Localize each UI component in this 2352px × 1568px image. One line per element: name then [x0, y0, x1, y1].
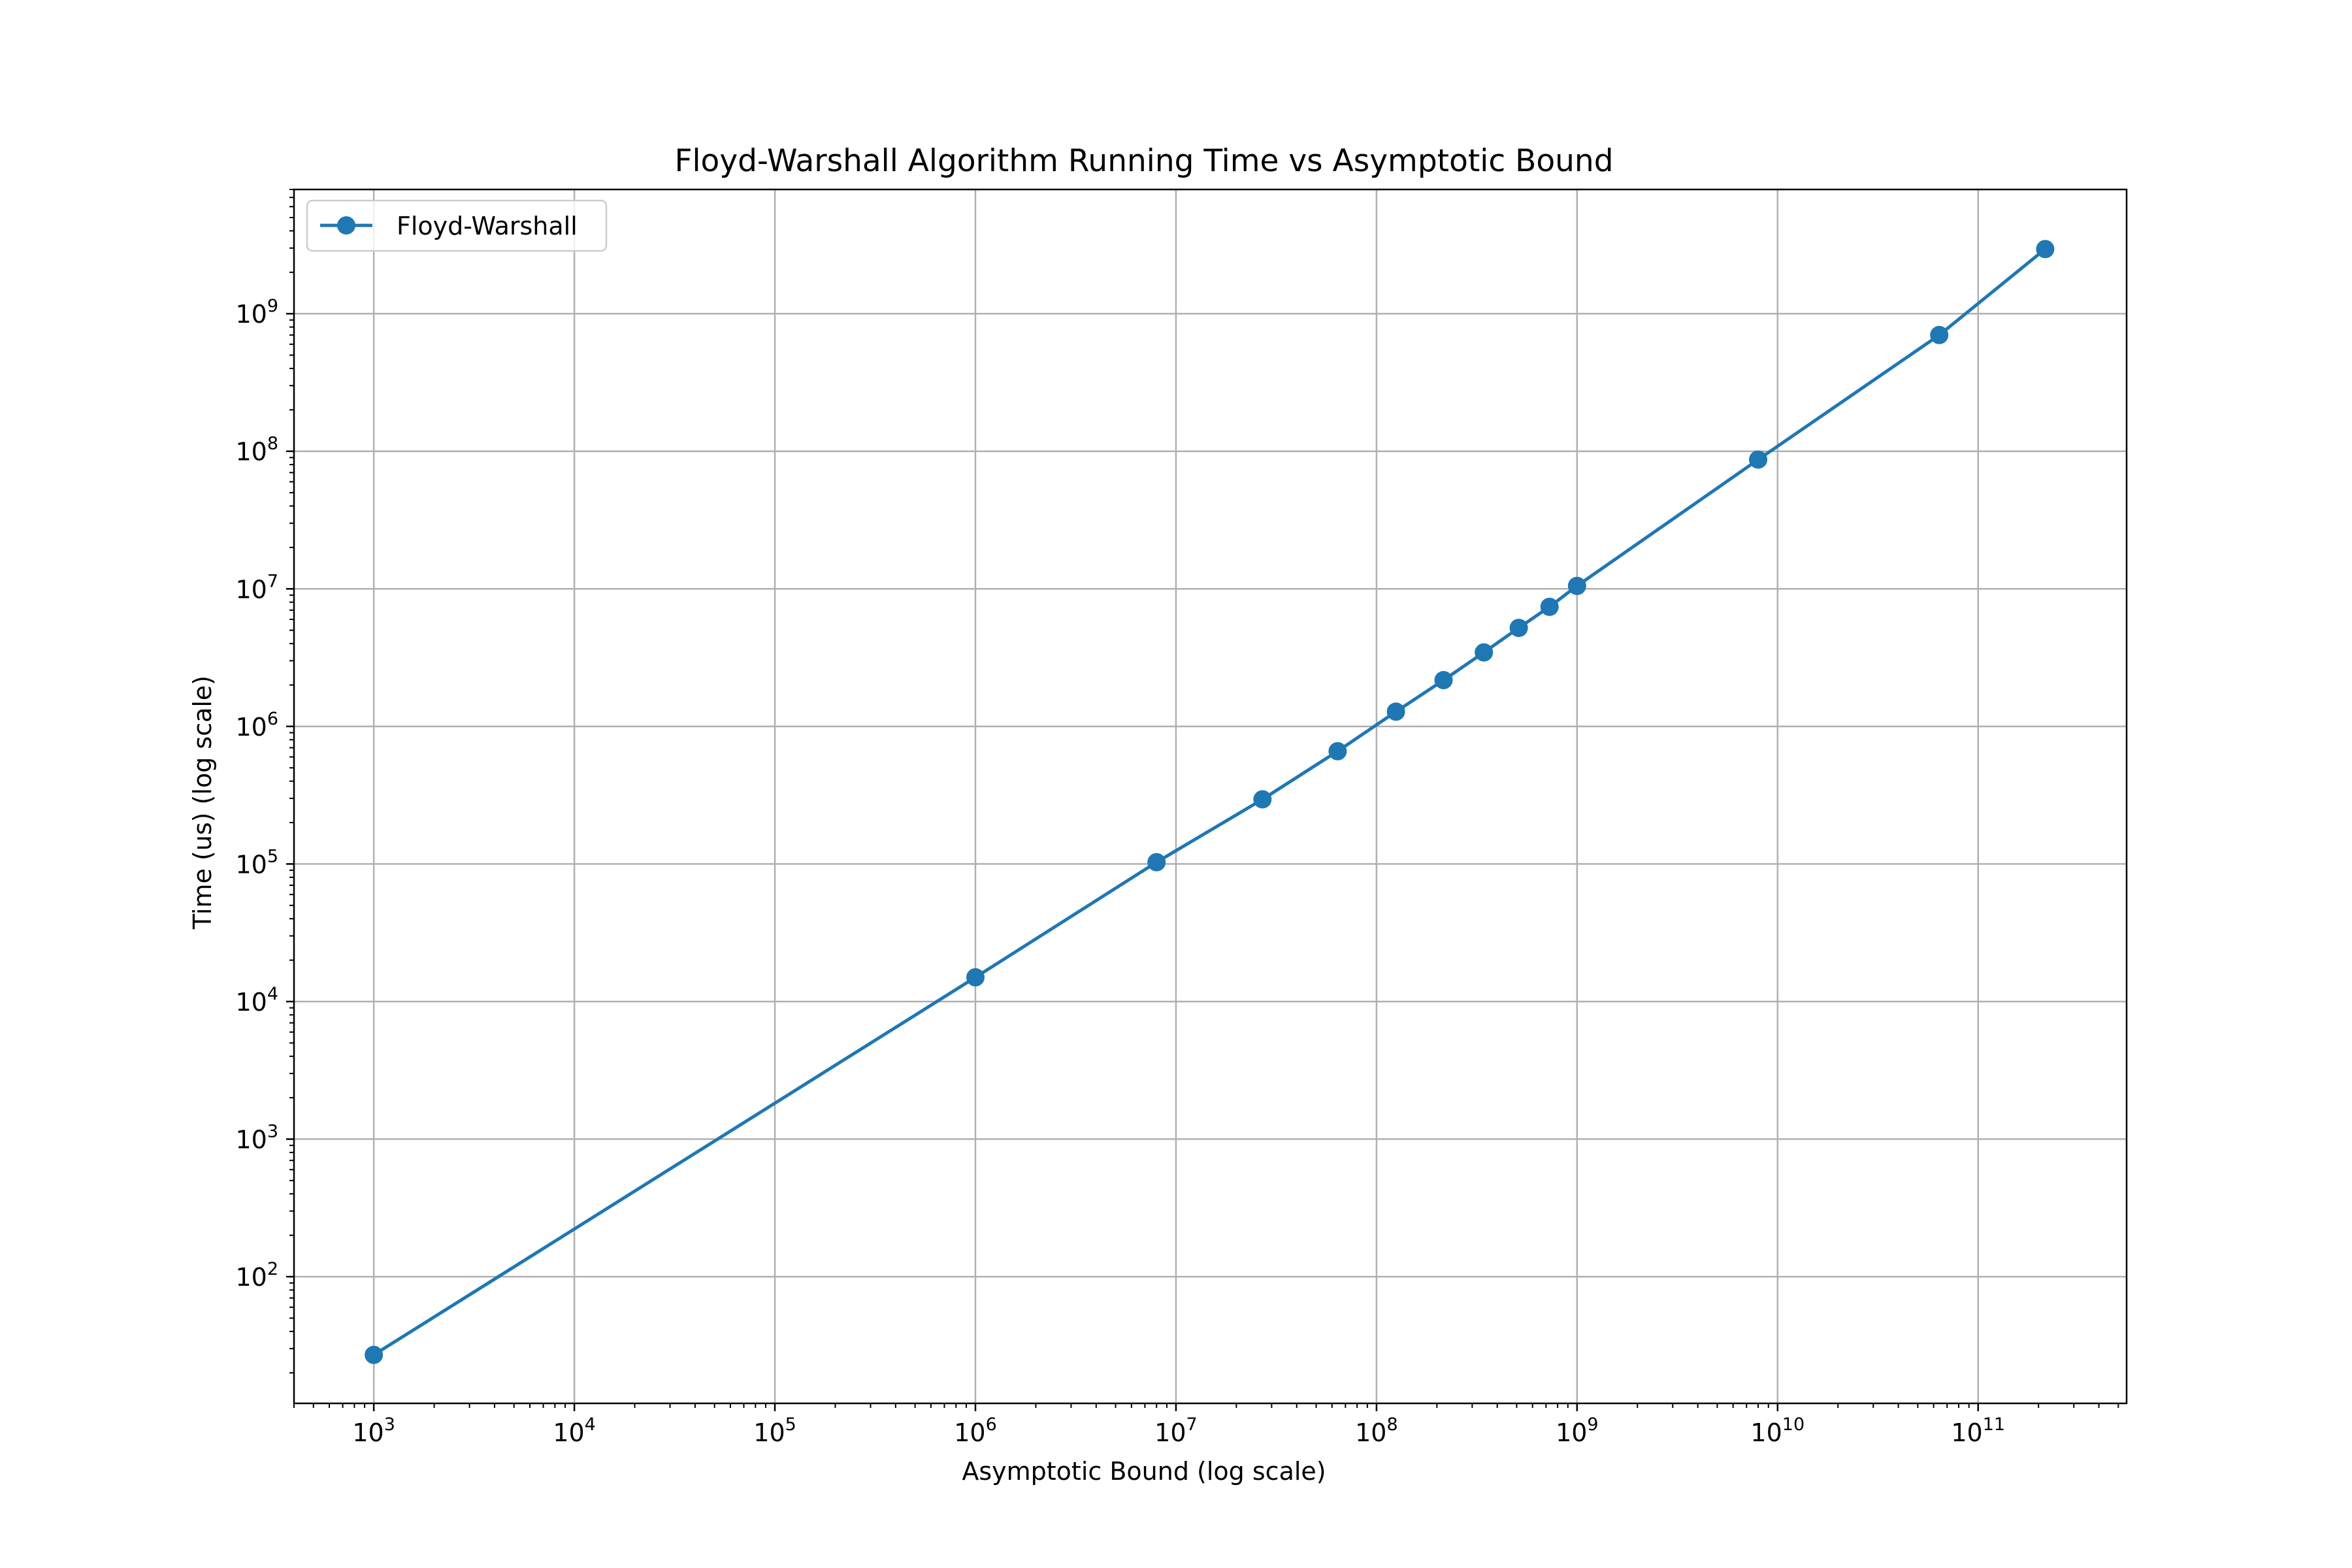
plot-area [294, 189, 2127, 1403]
data-point [2036, 240, 2055, 259]
legend: Floyd-Warshall [306, 199, 608, 252]
data-point [1509, 619, 1528, 638]
y-axis-ticks: 102 103 104 105 106 107 108 109 [235, 189, 294, 1374]
x-tick-label: 106 [954, 1414, 997, 1447]
data-point [1567, 576, 1586, 595]
plot-frame [293, 188, 2128, 1405]
data-point [1328, 742, 1347, 760]
x-tick-label: 104 [553, 1414, 596, 1447]
y-tick-label: 109 [235, 296, 278, 329]
grid-lines [294, 189, 2127, 1403]
y-tick-label: 103 [235, 1122, 278, 1154]
data-point [1147, 853, 1166, 872]
data-point [1253, 790, 1272, 809]
legend-marker [337, 216, 355, 235]
series-line [372, 247, 2047, 1357]
y-tick-label: 105 [235, 846, 278, 879]
x-tick-label: 108 [1355, 1414, 1398, 1447]
y-tick-label: 102 [235, 1259, 278, 1292]
y-tick-label: 104 [235, 984, 278, 1017]
legend-box [306, 199, 608, 252]
x-tick-label: 103 [352, 1414, 395, 1447]
data-point [1386, 702, 1405, 721]
data-point [1540, 597, 1559, 616]
y-tick-label: 108 [235, 434, 278, 466]
x-tick-label: 109 [1556, 1414, 1599, 1447]
y-tick-label: 107 [235, 571, 278, 604]
y-axis-label: Time (us) (log scale) [188, 676, 217, 930]
data-point [365, 1345, 384, 1364]
y-tick-label: 106 [235, 709, 278, 742]
data-point [966, 968, 985, 987]
x-axis-label: Asymptotic Bound (log scale) [962, 1457, 1326, 1486]
x-axis-ticks: 103 104 105 106 107 108 109 1010 1011 [293, 1403, 2119, 1447]
x-tick-label: 105 [753, 1414, 796, 1447]
data-point [1749, 450, 1768, 469]
series-layer [365, 240, 2055, 1364]
x-tick-label: 107 [1154, 1414, 1198, 1447]
legend-label: Floyd-Warshall [397, 212, 578, 240]
x-tick-label: 1010 [1750, 1414, 1805, 1447]
data-point [1434, 671, 1453, 690]
chart-title: Floyd-Warshall Algorithm Running Time vs… [674, 143, 1613, 179]
data-point [1475, 643, 1494, 662]
x-tick-label: 1011 [1951, 1414, 2005, 1447]
data-point [1930, 325, 1949, 344]
